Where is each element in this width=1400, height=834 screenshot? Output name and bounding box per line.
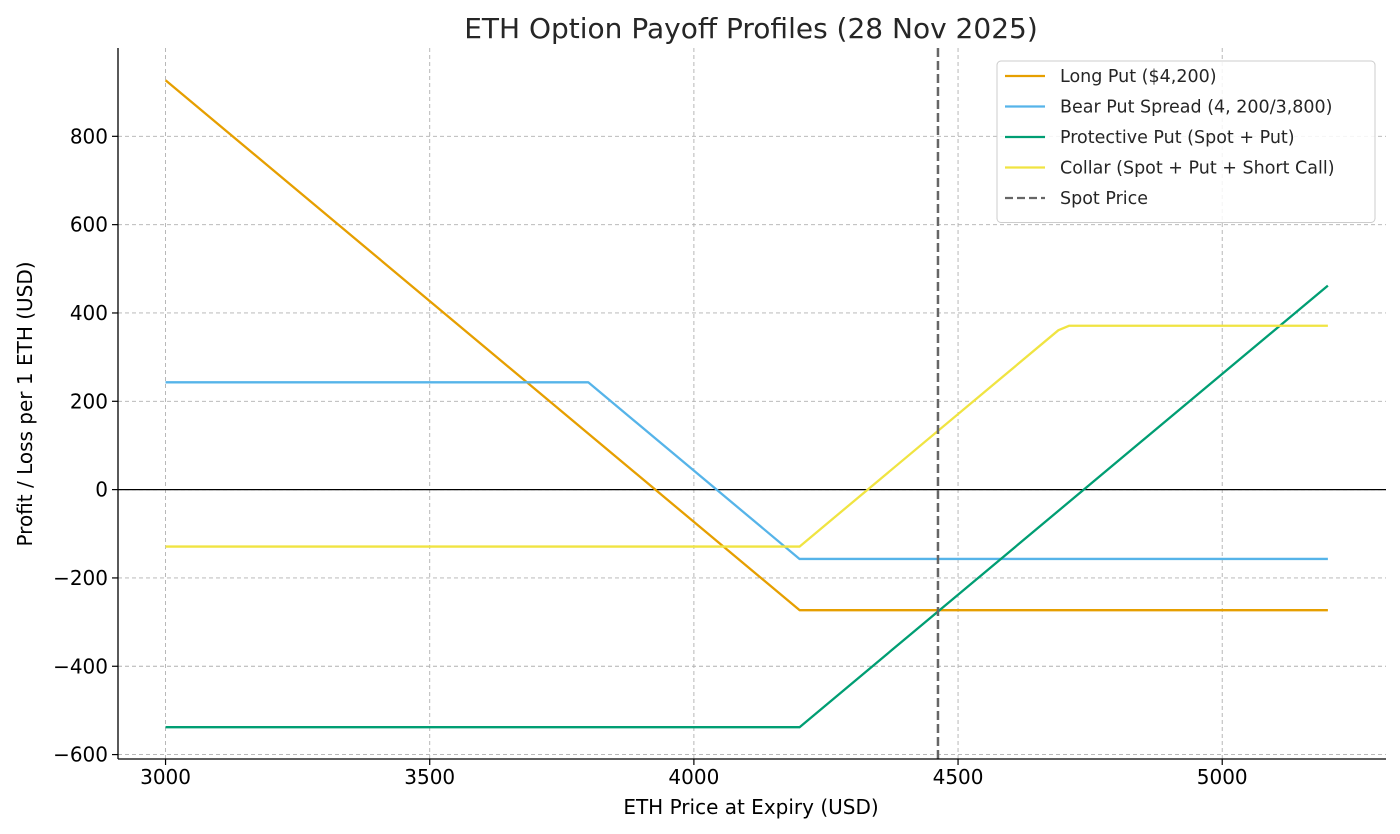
legend-label: Collar (Spot + Put + Short Call) [1060, 159, 1335, 179]
x-tick-label: 3500 [404, 765, 455, 789]
y-tick-label: 800 [70, 124, 108, 148]
legend: Long Put ($4,200) Bear Put Spread (4, 200… [996, 60, 1376, 223]
series-line-bear-put-spread-4-200-3-800 [165, 381, 1328, 561]
y-tick-label: −400 [53, 654, 108, 678]
series-layer [164, 48, 1329, 759]
x-tick-label: 4500 [933, 765, 984, 789]
legend-label: Long Put ($4,200) [1060, 67, 1217, 87]
series-line-collar-spot-put-short-call [165, 324, 1328, 548]
y-tick-label: 400 [70, 301, 108, 325]
y-tick-label: 0 [95, 478, 108, 502]
legend-box [996, 60, 1376, 223]
y-tick-label: 600 [70, 213, 108, 237]
legend-label: Spot Price [1060, 189, 1148, 209]
legend-label: Protective Put (Spot + Put) [1060, 128, 1295, 148]
y-tick-label: −200 [53, 566, 108, 590]
x-tick-label: 5000 [1197, 765, 1248, 789]
ticks-layer: 3000 3500 4000 4500 5000 −600 −400 −200 0 200 400 6… [53, 124, 1248, 789]
series-line-long-put-4-200 [164, 79, 1328, 612]
y-tick-label: −600 [53, 743, 108, 767]
x-tick-label: 3000 [140, 765, 191, 789]
series-line-protective-put-spot-put [165, 284, 1329, 729]
chart-title: ETH Option Payoff Profiles (28 Nov 2025) [464, 12, 1038, 45]
legend-label: Bear Put Spread (4, 200/3,800) [1060, 98, 1333, 118]
y-axis-title: Profit / Loss per 1 ETH (USD) [13, 261, 37, 546]
axes-layer [117, 48, 1386, 760]
y-tick-label: 200 [70, 389, 108, 413]
x-axis-title: ETH Price at Expiry (USD) [623, 795, 878, 819]
x-tick-label: 4000 [668, 765, 719, 789]
